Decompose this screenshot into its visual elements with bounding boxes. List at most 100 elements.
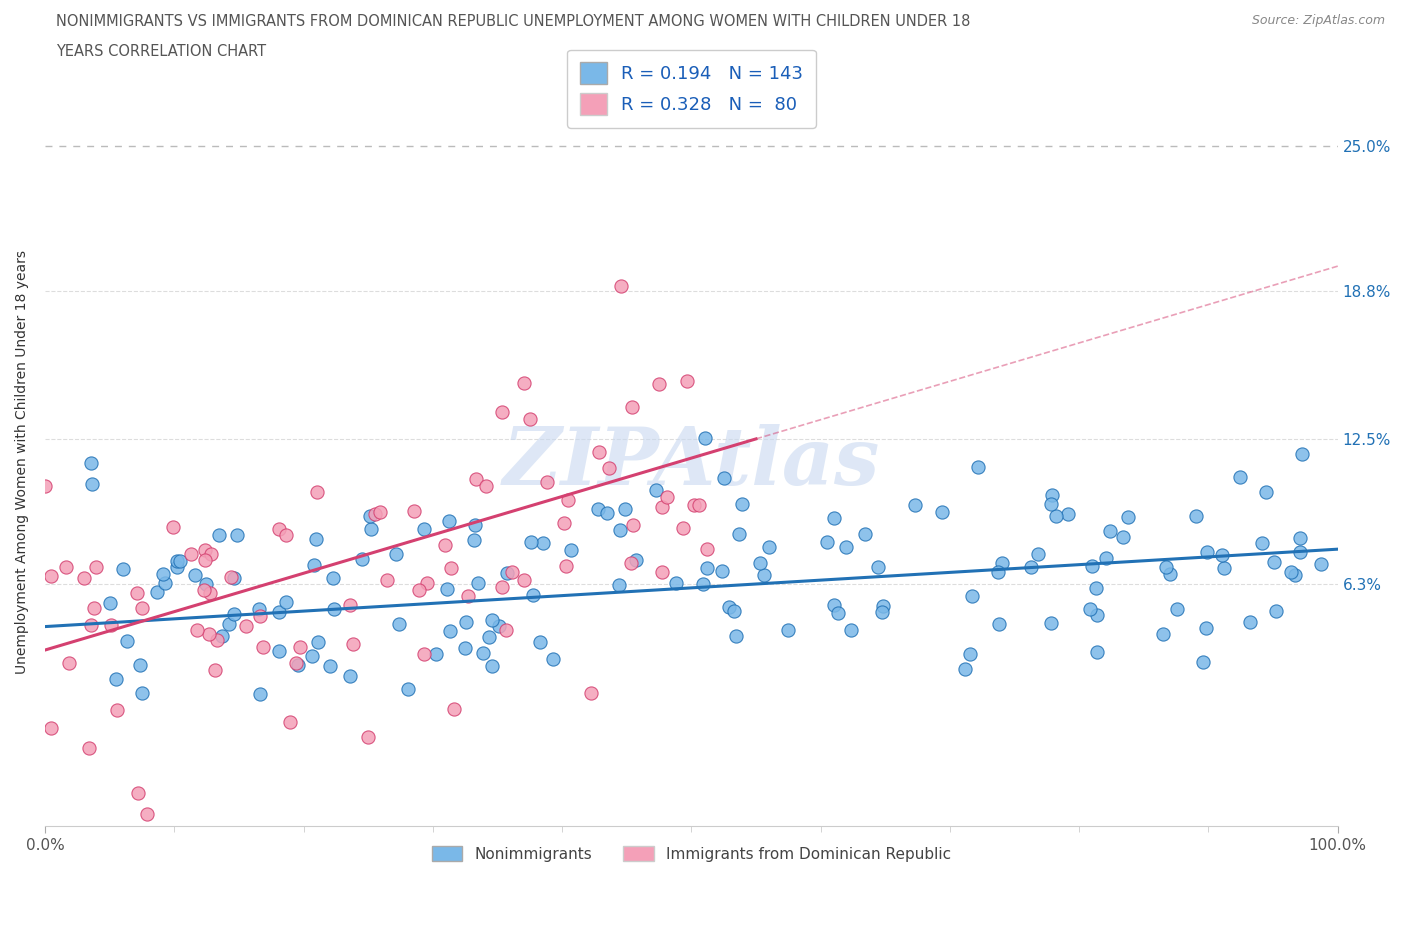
Y-axis label: Unemployment Among Women with Children Under 18 years: Unemployment Among Women with Children U… [15, 250, 30, 674]
Point [522, 588, 544, 603]
Point [520, 535, 543, 550]
Point [519, 412, 541, 427]
Point [1040, 488, 1063, 503]
Point [155, 576, 177, 591]
Point [478, 630, 501, 644]
Point [287, 658, 309, 672]
Point [1239, 615, 1261, 630]
Point [364, 507, 387, 522]
Point [342, 637, 364, 652]
Point [225, 527, 247, 542]
Point [610, 279, 633, 294]
Point [169, 553, 191, 568]
Point [1152, 627, 1174, 642]
Point [1284, 567, 1306, 582]
Point [162, 520, 184, 535]
Point [388, 617, 411, 631]
Point [488, 618, 510, 633]
Point [491, 405, 513, 419]
Point [1291, 446, 1313, 461]
Point [115, 633, 138, 648]
Point [696, 541, 718, 556]
Point [323, 602, 346, 617]
Point [145, 584, 167, 599]
Point [959, 646, 981, 661]
Text: YEARS CORRELATION CHART: YEARS CORRELATION CHART [56, 44, 266, 59]
Point [1112, 530, 1135, 545]
Point [1159, 567, 1181, 582]
Point [853, 526, 876, 541]
Point [1195, 621, 1218, 636]
Point [1263, 555, 1285, 570]
Point [1211, 547, 1233, 562]
Point [269, 604, 291, 619]
Point [77, 741, 100, 756]
Point [193, 582, 215, 597]
Point [987, 565, 1010, 579]
Point [413, 522, 436, 537]
Point [588, 501, 610, 516]
Point [960, 589, 983, 604]
Point [1256, 485, 1278, 499]
Point [868, 560, 890, 575]
Point [302, 558, 325, 573]
Point [724, 629, 747, 644]
Point [252, 640, 274, 655]
Point [834, 539, 856, 554]
Point [990, 556, 1012, 571]
Point [1116, 510, 1139, 525]
Point [274, 594, 297, 609]
Point [131, 600, 153, 615]
Point [463, 532, 485, 547]
Point [481, 658, 503, 673]
Point [104, 671, 127, 686]
Point [318, 658, 340, 673]
Point [222, 571, 245, 586]
Point [183, 567, 205, 582]
Point [307, 634, 329, 649]
Point [758, 539, 780, 554]
Point [648, 377, 671, 392]
Point [249, 608, 271, 623]
Point [307, 485, 329, 499]
Point [1095, 550, 1118, 565]
Point [1039, 497, 1062, 512]
Point [676, 374, 699, 389]
Point [100, 618, 122, 632]
Point [872, 599, 894, 614]
Point [360, 522, 382, 537]
Point [620, 556, 643, 571]
Point [1213, 561, 1236, 576]
Point [555, 559, 578, 574]
Point [200, 546, 222, 561]
Point [723, 604, 745, 618]
Point [598, 460, 620, 475]
Point [218, 617, 240, 631]
Point [1251, 536, 1274, 551]
Point [609, 522, 631, 537]
Point [471, 645, 494, 660]
Point [644, 483, 666, 498]
Point [1078, 602, 1101, 617]
Point [713, 471, 735, 485]
Text: NONIMMIGRANTS VS IMMIGRANTS FROM DOMINICAN REPUBLIC UNEMPLOYMENT AMONG WOMEN WIT: NONIMMIGRANTS VS IMMIGRANTS FROM DOMINIC… [56, 14, 970, 29]
Point [136, 807, 159, 822]
Point [278, 714, 301, 729]
Point [322, 570, 344, 585]
Point [529, 635, 551, 650]
Point [467, 576, 489, 591]
Point [581, 685, 603, 700]
Point [269, 644, 291, 658]
Point [693, 431, 716, 445]
Point [166, 560, 188, 575]
Point [437, 513, 460, 528]
Point [749, 555, 772, 570]
Text: Source: ZipAtlas.com: Source: ZipAtlas.com [1251, 14, 1385, 27]
Point [339, 597, 361, 612]
Point [688, 498, 710, 512]
Point [194, 552, 217, 567]
Point [696, 561, 718, 576]
Point [454, 615, 477, 630]
Point [665, 576, 688, 591]
Point [1085, 580, 1108, 595]
